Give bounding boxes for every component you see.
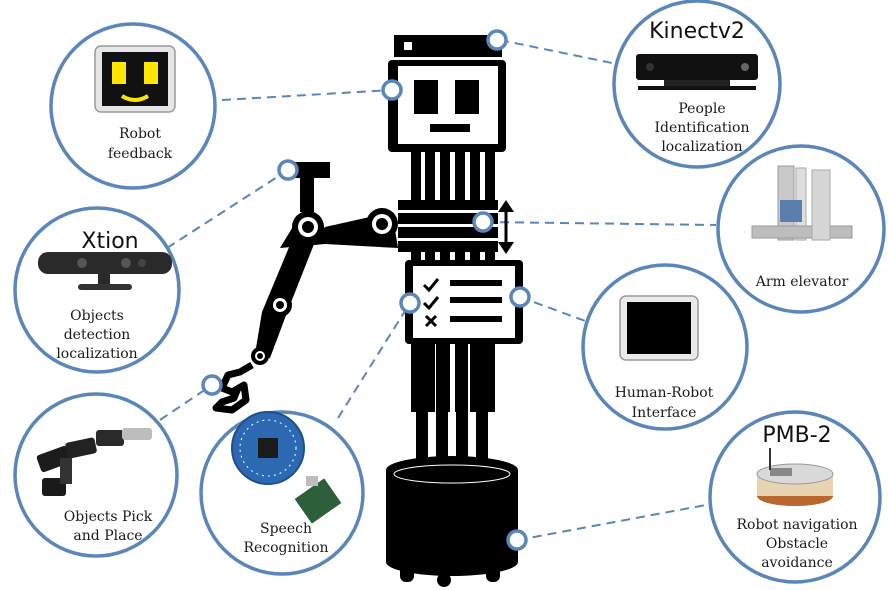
hri-label-2: Interface <box>632 405 697 421</box>
wheel <box>400 560 414 582</box>
head-eye-left <box>414 80 438 114</box>
checkmark-icon <box>422 278 440 293</box>
callout-kinect: Kinectv2 People Identification localizat… <box>612 0 782 169</box>
arm-elevator-label: Arm elevator <box>755 274 849 290</box>
tablet-face-icon <box>94 45 176 113</box>
connector-robot-feedback <box>221 89 393 101</box>
pmb2-title: PMB-2 <box>762 423 831 448</box>
head-attachment-dot <box>381 79 403 101</box>
connector-pmb2 <box>517 504 707 541</box>
xtion-label-2: detection <box>64 327 131 343</box>
head-eye-right <box>455 80 479 114</box>
kinect-label-2: Identification <box>655 120 750 136</box>
connector-kinect <box>499 39 613 64</box>
xtion-attachment-dot <box>277 159 299 181</box>
xtion-label-3: localization <box>56 346 137 362</box>
connector-xtion <box>166 169 289 249</box>
attachment-points <box>201 29 531 551</box>
cross-icon <box>424 314 438 328</box>
kinect-label-1: People <box>678 101 725 117</box>
mobile-base-icon <box>756 448 834 506</box>
robot-arm-icon <box>36 428 152 496</box>
mic-attachment-dot <box>399 292 421 314</box>
kinect-title: Kinectv2 <box>649 19 745 44</box>
kinect-bar <box>394 35 502 57</box>
callout-speech: Speech Recognition <box>199 410 365 576</box>
wheel <box>486 560 500 582</box>
gripper <box>212 361 254 414</box>
pick-place-label-1: Objects Pick <box>64 509 153 525</box>
callout-xtion: Xtion Objects detection localization <box>13 206 181 374</box>
pmb2-label-1: Robot navigation <box>736 517 857 533</box>
robot-base <box>386 470 518 562</box>
gripper-attachment-dot <box>201 374 223 396</box>
speech-label-2: Recognition <box>243 540 328 556</box>
connectors <box>159 39 717 541</box>
connector-speech <box>337 302 411 419</box>
robot-feedback-label-2: feedback <box>108 146 173 162</box>
callout-robot-feedback: Robot feedback <box>49 22 217 190</box>
pick-place-label-2: and Place <box>73 528 142 544</box>
pmb2-label-2: Obstacle <box>766 536 828 552</box>
head-screen <box>398 66 498 144</box>
robot-feedback-label-1: Robot <box>119 126 161 142</box>
microphone-board-icon <box>231 411 342 524</box>
base-attachment-dot <box>506 529 528 551</box>
kinect-label-3: localization <box>661 139 742 155</box>
chest-attachment-dot <box>509 286 531 308</box>
wheel <box>437 573 451 587</box>
elevator-attachment-dot <box>472 211 494 233</box>
head-mouth <box>430 124 470 132</box>
kinect-sensor-icon <box>636 54 758 90</box>
connector-hri <box>519 296 589 323</box>
linear-elevator-icon <box>751 165 853 241</box>
xtion-sensor-icon <box>38 252 172 290</box>
callout-pick-place: Objects Pick and Place <box>13 392 179 558</box>
pmb2-label-3: avoidance <box>761 555 833 571</box>
speech-label-1: Speech <box>260 521 312 537</box>
tablet-icon <box>619 295 699 361</box>
kinect-attachment-dot <box>486 29 508 51</box>
xtion-title: Xtion <box>81 229 138 254</box>
callout-hri: Human-Robot Interface <box>581 263 749 431</box>
callout-pmb2: PMB-2 Robot navigation Obstacle avoidanc… <box>708 410 882 584</box>
checkmark-icon <box>422 296 440 311</box>
xtion-label-1: Objects <box>70 308 124 324</box>
callout-arm-elevator: Arm elevator <box>716 144 886 314</box>
robot-body <box>212 35 523 587</box>
hri-label-1: Human-Robot <box>615 385 714 401</box>
connector-arm-elevator <box>484 221 717 226</box>
